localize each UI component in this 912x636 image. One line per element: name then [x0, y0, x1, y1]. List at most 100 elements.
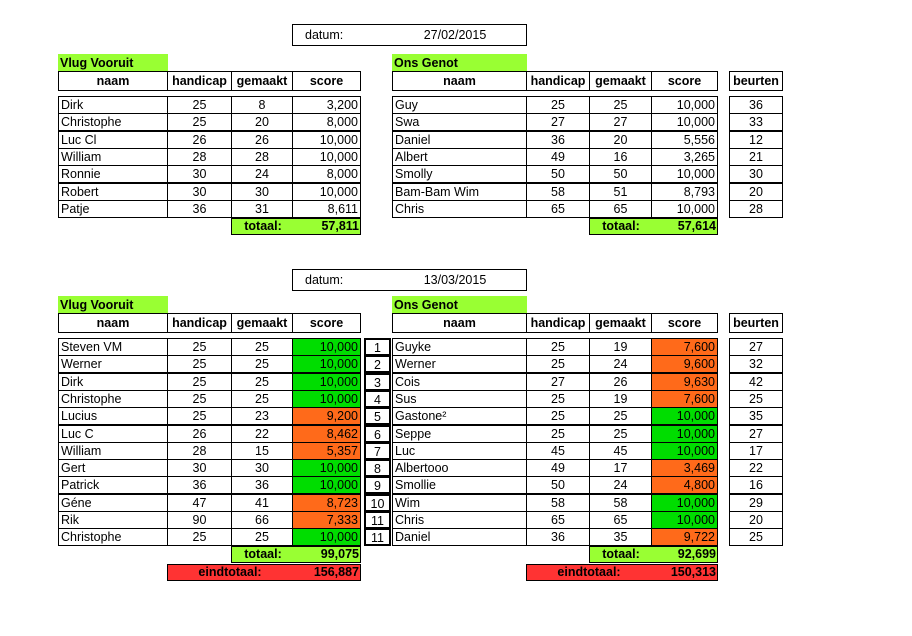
home-handicap-cell: 25: [167, 96, 232, 114]
home-naam-cell: Patrick: [58, 476, 168, 495]
home-handicap-cell: 36: [167, 476, 232, 495]
home-score-cell: 10,000: [292, 147, 361, 166]
away-gemaakt-cell: 19: [589, 338, 652, 356]
away-naam-cell: Werner: [392, 355, 527, 374]
away-handicap-cell: 45: [526, 441, 590, 460]
home-total-value: 57,811: [321, 218, 359, 233]
away-beurten-cell: 36: [729, 96, 783, 114]
home-gemaakt-cell: 66: [231, 511, 293, 529]
home-naam-cell: Dirk: [58, 96, 168, 114]
away-naam-cell: Smollie: [392, 476, 527, 495]
away-beurten-cell: 30: [729, 165, 783, 184]
home-naam-cell: Gert: [58, 459, 168, 478]
away-score-cell: 10,000: [651, 407, 718, 426]
home-handicap-cell: 25: [167, 389, 232, 408]
home-gemaakt-cell: 22: [231, 424, 293, 443]
away-beurten-cell: 22: [729, 459, 783, 478]
away-beurten-cell: 33: [729, 113, 783, 132]
home-score-cell: 10,000: [292, 528, 361, 547]
away-beurten-cell: 42: [729, 372, 783, 391]
away-beurten-cell: 21: [729, 147, 783, 166]
home-gemaakt-cell: 25: [231, 338, 293, 356]
home-header-naam: naam: [58, 71, 168, 91]
away-naam-cell: Chris: [392, 199, 527, 218]
home-score-cell: 10,000: [292, 372, 361, 391]
away-score-cell: 4,800: [651, 476, 718, 495]
away-handicap-cell: 25: [526, 338, 590, 356]
away-handicap-cell: 58: [526, 182, 590, 201]
away-naam-cell: Daniel: [392, 130, 527, 149]
away-gemaakt-cell: 25: [589, 424, 652, 443]
away-gemaakt-cell: 19: [589, 389, 652, 408]
away-naam-cell: Albertooo: [392, 459, 527, 478]
away-total-value: 92,699: [677, 547, 716, 562]
home-grand-total-bar: [167, 564, 361, 582]
away-grand-total-bar: [526, 564, 718, 582]
away-score-cell: 9,600: [651, 355, 718, 374]
away-score-cell: 3,469: [651, 459, 718, 478]
home-score-cell: 10,000: [292, 182, 361, 201]
away-handicap-cell: 65: [526, 511, 590, 529]
home-naam-cell: Ronnie: [58, 165, 168, 184]
away-grand-total-value: 150,313: [670, 565, 716, 580]
away-naam-cell: Chris: [392, 511, 527, 529]
away-gemaakt-cell: 45: [589, 441, 652, 460]
away-beurten-cell: 25: [729, 389, 783, 408]
away-team-name: Ons Genot: [392, 54, 527, 72]
pair-number: 2: [364, 355, 391, 374]
away-naam-cell: Daniel: [392, 528, 527, 547]
away-naam-cell: Seppe: [392, 424, 527, 443]
home-gemaakt-cell: 36: [231, 476, 293, 495]
home-grand-total-label: eindtotaal:: [198, 565, 262, 580]
away-naam-cell: Wim: [392, 493, 527, 512]
away-gemaakt-cell: 16: [589, 147, 652, 166]
away-beurten-cell: 16: [729, 476, 783, 495]
home-naam-cell: Werner: [58, 355, 168, 374]
home-score-cell: 10,000: [292, 389, 361, 408]
home-naam-cell: Steven VM: [58, 338, 168, 356]
away-header-beurten: beurten: [729, 313, 783, 333]
away-handicap-cell: 36: [526, 528, 590, 547]
away-beurten-cell: 17: [729, 441, 783, 460]
away-score-cell: 10,000: [651, 511, 718, 529]
away-handicap-cell: 25: [526, 389, 590, 408]
home-naam-cell: Rik: [58, 511, 168, 529]
away-gemaakt-cell: 65: [589, 199, 652, 218]
home-naam-cell: Dirk: [58, 372, 168, 391]
home-naam-cell: Christophe: [58, 389, 168, 408]
away-gemaakt-cell: 58: [589, 493, 652, 512]
home-handicap-cell: 30: [167, 165, 232, 184]
home-handicap-cell: 28: [167, 441, 232, 460]
home-gemaakt-cell: 24: [231, 165, 293, 184]
home-naam-cell: Christophe: [58, 113, 168, 132]
home-gemaakt-cell: 20: [231, 113, 293, 132]
away-beurten-cell: 35: [729, 407, 783, 426]
away-naam-cell: Luc: [392, 441, 527, 460]
away-gemaakt-cell: 50: [589, 165, 652, 184]
away-naam-cell: Smolly: [392, 165, 527, 184]
away-header-gemaakt: gemaakt: [589, 71, 652, 91]
date-box: [292, 269, 527, 291]
away-gemaakt-cell: 35: [589, 528, 652, 547]
home-handicap-cell: 25: [167, 528, 232, 547]
home-handicap-cell: 30: [167, 182, 232, 201]
away-score-cell: 10,000: [651, 96, 718, 114]
away-gemaakt-cell: 27: [589, 113, 652, 132]
away-handicap-cell: 36: [526, 130, 590, 149]
away-gemaakt-cell: 17: [589, 459, 652, 478]
away-grand-total-label: eindtotaal:: [557, 565, 621, 580]
home-score-cell: 9,200: [292, 407, 361, 426]
away-handicap-cell: 50: [526, 165, 590, 184]
away-handicap-cell: 50: [526, 476, 590, 495]
away-header-score: score: [651, 71, 718, 91]
home-gemaakt-cell: 30: [231, 459, 293, 478]
home-naam-cell: Géne: [58, 493, 168, 512]
away-handicap-cell: 27: [526, 113, 590, 132]
away-total-bar: [589, 546, 718, 564]
away-gemaakt-cell: 26: [589, 372, 652, 391]
home-naam-cell: Patje: [58, 199, 168, 218]
away-score-cell: 7,600: [651, 338, 718, 356]
home-handicap-cell: 26: [167, 424, 232, 443]
away-beurten-cell: 25: [729, 528, 783, 547]
away-naam-cell: Swa: [392, 113, 527, 132]
